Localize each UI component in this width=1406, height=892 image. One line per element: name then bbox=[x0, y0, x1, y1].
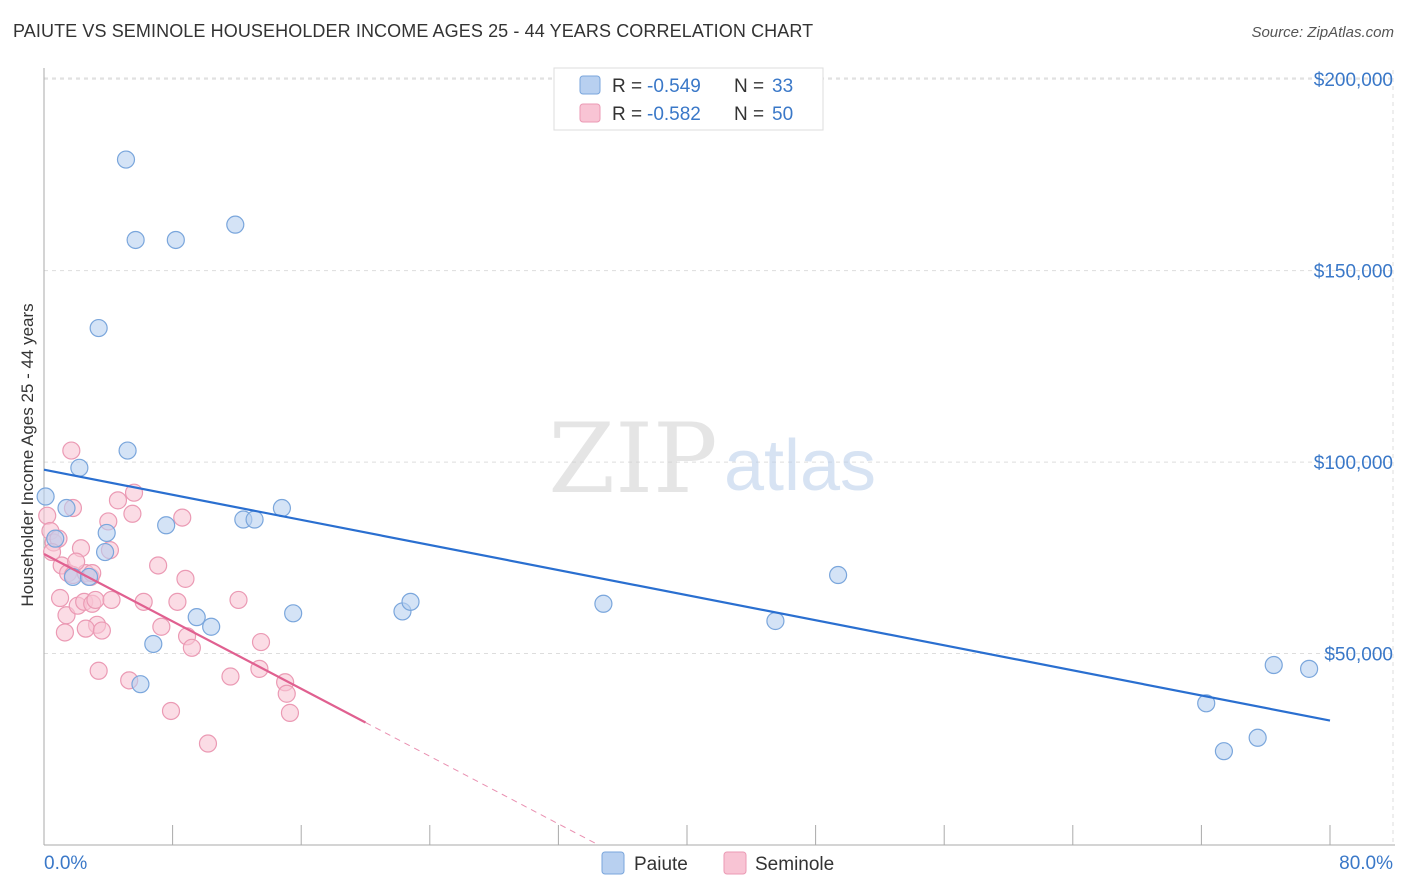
y-tick-label: $200,000 bbox=[1314, 70, 1393, 91]
paiute-point bbox=[118, 441, 137, 460]
seminole-point bbox=[62, 441, 81, 460]
seminole-point bbox=[280, 703, 300, 722]
paiute-point bbox=[1264, 655, 1283, 675]
chart-title: PAIUTE VS SEMINOLE HOUSEHOLDER INCOME AG… bbox=[13, 21, 814, 41]
seminole-trend-line bbox=[43, 553, 367, 724]
seminole-point bbox=[229, 590, 248, 610]
x-tick-label-min: 0.0% bbox=[44, 853, 87, 874]
seminole-point bbox=[251, 632, 271, 652]
seminole-points bbox=[38, 441, 300, 753]
y-tick-label: $50,000 bbox=[1324, 645, 1393, 666]
paiute-point bbox=[187, 608, 206, 627]
paiute-point bbox=[284, 604, 303, 623]
paiute-point bbox=[144, 634, 163, 654]
paiute-point bbox=[36, 487, 55, 506]
legend-swatch-paiute bbox=[579, 75, 601, 95]
legend-n-value: 33 bbox=[772, 76, 793, 97]
paiute-point bbox=[1214, 742, 1234, 761]
legend-swatch-seminole bbox=[579, 103, 601, 123]
y-tick-labels: $50,000 $100,000 $150,000 $200,000 bbox=[1314, 70, 1393, 665]
legend-swatch-paiute bbox=[601, 851, 625, 875]
seminole-point bbox=[50, 588, 70, 608]
trend-lines bbox=[43, 468, 1331, 846]
paiute-point bbox=[401, 592, 420, 611]
paiute-point bbox=[594, 594, 613, 613]
paiute-point bbox=[63, 567, 83, 587]
paiute-point bbox=[202, 617, 221, 636]
legend-swatch-seminole bbox=[723, 851, 747, 875]
gridlines bbox=[44, 70, 1395, 845]
legend-label-paiute: Paiute bbox=[634, 854, 688, 875]
x-tick-labels: 0.0% 80.0% bbox=[44, 853, 1393, 874]
paiute-point bbox=[829, 565, 848, 585]
paiute-point bbox=[245, 510, 264, 529]
seminole-point bbox=[168, 592, 187, 611]
seminole-point bbox=[134, 592, 153, 611]
paiute-point bbox=[131, 675, 150, 694]
seminole-point bbox=[277, 684, 296, 703]
seminole-point bbox=[38, 506, 57, 525]
legend-label-seminole: Seminole bbox=[755, 854, 834, 875]
paiute-point bbox=[70, 458, 89, 477]
legend-r-value: -0.549 bbox=[647, 76, 701, 97]
x-tick-label-max: 80.0% bbox=[1339, 853, 1393, 874]
axes bbox=[43, 68, 1395, 846]
seminole-point bbox=[221, 667, 240, 686]
paiute-point bbox=[766, 611, 785, 631]
stats-legend: R = -0.549 N = 33 R = -0.582 N = 50 bbox=[553, 67, 824, 131]
paiute-point bbox=[97, 523, 116, 543]
legend-r-value: -0.582 bbox=[647, 104, 701, 125]
watermark-atlas: atlas bbox=[724, 426, 876, 506]
y-tick-label: $150,000 bbox=[1314, 262, 1393, 283]
watermark-zip: ZIP bbox=[548, 403, 717, 515]
paiute-points bbox=[36, 150, 1319, 761]
legend-n-value: 50 bbox=[772, 104, 793, 125]
paiute-point bbox=[95, 542, 115, 562]
paiute-point bbox=[1300, 659, 1319, 678]
paiute-point bbox=[126, 230, 145, 250]
legend-n-label: N = bbox=[734, 104, 764, 125]
legend-n-label: N = bbox=[734, 76, 764, 97]
paiute-point bbox=[226, 215, 245, 234]
watermark: ZIP atlas bbox=[548, 403, 876, 515]
seminole-point bbox=[76, 619, 95, 638]
seminole-point bbox=[161, 701, 181, 721]
paiute-point bbox=[46, 529, 65, 548]
paiute-point bbox=[89, 318, 108, 338]
legend-r-label: R = bbox=[612, 76, 642, 97]
seminole-point bbox=[89, 661, 108, 680]
seminole-trend-line-extension bbox=[365, 722, 599, 846]
seminole-point bbox=[86, 590, 105, 610]
source-label: Source: ZipAtlas.com bbox=[1251, 24, 1394, 41]
paiute-point bbox=[157, 516, 176, 535]
seminole-point bbox=[182, 638, 201, 657]
seminole-point bbox=[92, 621, 111, 640]
seminole-point bbox=[108, 491, 128, 510]
paiute-point bbox=[57, 498, 76, 518]
paiute-point bbox=[116, 150, 136, 169]
seminole-point bbox=[55, 623, 74, 642]
seminole-point bbox=[102, 590, 121, 610]
y-tick-label: $100,000 bbox=[1314, 453, 1393, 474]
paiute-point bbox=[1248, 728, 1267, 747]
seminole-point bbox=[198, 734, 218, 753]
seminole-point bbox=[173, 508, 192, 527]
seminole-point bbox=[176, 569, 195, 588]
legend-r-label: R = bbox=[612, 104, 642, 125]
series-legend: Paiute Seminole bbox=[601, 851, 834, 875]
paiute-point bbox=[166, 230, 185, 250]
paiute-trend-line bbox=[43, 468, 1331, 722]
seminole-point bbox=[149, 556, 168, 575]
seminole-point bbox=[152, 617, 171, 636]
seminole-point bbox=[123, 504, 142, 523]
paiute-point bbox=[1197, 694, 1216, 713]
